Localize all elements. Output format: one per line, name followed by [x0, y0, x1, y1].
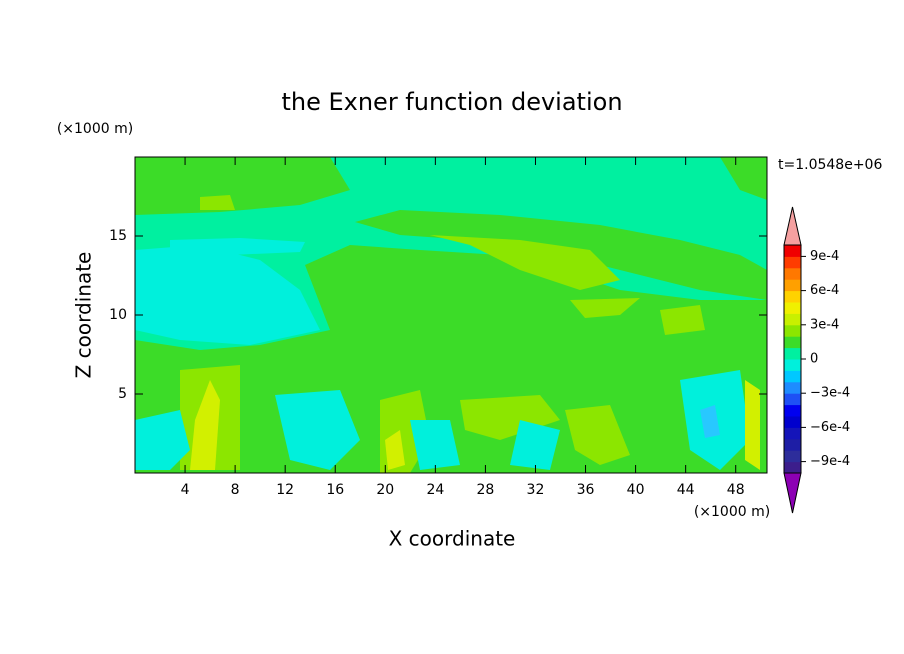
- x-tick-label: 44: [677, 482, 695, 498]
- y-tick-label: 15: [109, 228, 127, 244]
- y-axis-label: Z coordinate: [72, 252, 96, 379]
- colorbar-tick-label: 3e-4: [810, 317, 839, 332]
- colorbar-band: [784, 381, 801, 394]
- colorbar-tick-label: 0: [810, 352, 818, 367]
- x-tick-label: 40: [627, 482, 645, 498]
- colorbar-tick-label: −3e-4: [810, 386, 850, 401]
- colorbar-band: [784, 416, 801, 428]
- chart-title: the Exner function deviation: [281, 88, 622, 116]
- x-tick-label: 28: [477, 482, 495, 498]
- x-tick-label: 12: [276, 482, 294, 498]
- x-tick-label: 8: [231, 482, 240, 498]
- y-tick-label: 10: [109, 307, 127, 323]
- x-tick-label: 20: [376, 482, 394, 498]
- colorbar-band: [784, 256, 801, 269]
- colorbar-under: [783, 472, 802, 514]
- colorbar-band: [784, 438, 801, 451]
- x-axis-label: X coordinate: [389, 527, 516, 551]
- colorbar-band: [784, 324, 801, 337]
- colorbar-band: [784, 461, 801, 474]
- colorbar-tick-label: −9e-4: [810, 454, 850, 469]
- colorbar-band: [784, 393, 801, 406]
- colorbar-tick-label: −6e-4: [810, 420, 850, 435]
- time-label: t=1.0548e+06: [778, 157, 882, 173]
- y-tick-label: 5: [118, 386, 127, 402]
- colorbar-over: [783, 206, 802, 246]
- x-tick-label: 48: [727, 482, 745, 498]
- colorbar-band: [784, 313, 801, 326]
- x-tick-label: 36: [577, 482, 595, 498]
- colorbar-band: [784, 370, 801, 383]
- x-tick-label: 4: [181, 482, 190, 498]
- colorbar-band: [784, 347, 801, 360]
- contour-field: [135, 157, 767, 473]
- colorbar-tick-label: 6e-4: [810, 283, 839, 298]
- colorbar-band: [784, 302, 801, 314]
- x-tick-label: 16: [326, 482, 344, 498]
- colorbar-band: [784, 336, 801, 349]
- x-tick-label: 24: [426, 482, 444, 498]
- x-tick-label: 32: [527, 482, 545, 498]
- colorbar-band: [784, 267, 801, 280]
- y-unit: (×1000 m): [57, 121, 133, 137]
- colorbar-band: [784, 404, 801, 417]
- colorbar-band: [784, 279, 801, 292]
- colorbar-tick-label: 9e-4: [810, 249, 839, 264]
- colorbar-band: [784, 450, 801, 463]
- colorbar-band: [784, 290, 801, 303]
- colorbar-band: [784, 359, 801, 371]
- colorbar-band: [784, 427, 801, 440]
- colorbar-band: [784, 245, 801, 257]
- x-unit: (×1000 m): [694, 504, 770, 520]
